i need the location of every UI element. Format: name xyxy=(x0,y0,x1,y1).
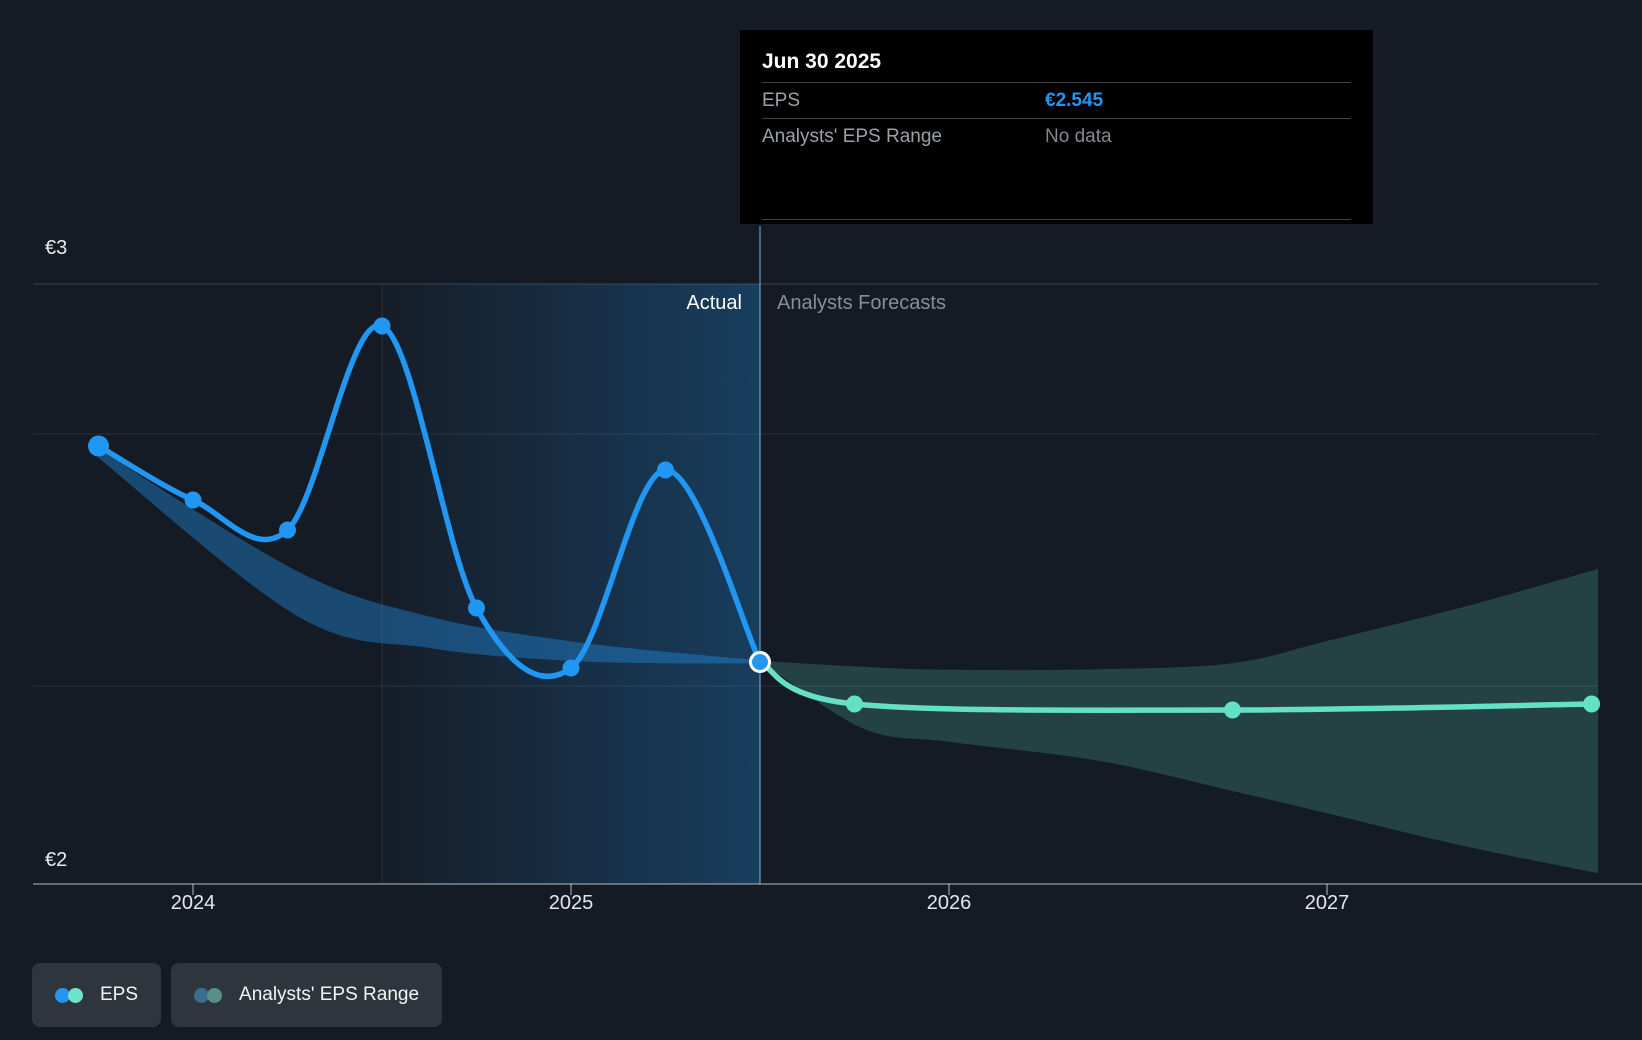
y-axis-label-top: €3 xyxy=(45,237,68,259)
forecast-phase-label: Analysts Forecasts xyxy=(777,292,946,314)
tooltip-date: Jun 30 2025 xyxy=(762,30,1351,83)
x-axis-labels: 2024 2025 2026 2027 xyxy=(0,892,1642,918)
legend-eps-label: EPS xyxy=(100,984,139,1005)
actual-data-point xyxy=(562,659,580,677)
legend-item-eps[interactable]: EPS xyxy=(32,963,162,1027)
chart-legend: EPS Analysts' EPS Range xyxy=(32,963,443,1027)
tooltip-eps-row: EPS €2.545 xyxy=(762,83,1351,119)
band-actual-trend-shadow xyxy=(98,449,760,664)
y-axis-label-bottom: €2 xyxy=(45,849,68,871)
band-analysts-eps-range xyxy=(760,569,1599,874)
actual-phase-label: Actual xyxy=(686,292,742,314)
actual-data-point xyxy=(184,491,202,509)
x-axis-tick-label: 2026 xyxy=(926,892,972,914)
forecast-data-point xyxy=(1583,695,1601,713)
ttm-highlight-band xyxy=(382,284,760,884)
tooltip-divider xyxy=(762,219,1351,220)
chart-tooltip: Jun 30 2025 EPS €2.545 Analysts' EPS Ran… xyxy=(740,30,1373,224)
actual-data-point xyxy=(468,599,485,617)
actual-data-point xyxy=(657,461,674,479)
tooltip-range-row: Analysts' EPS Range No data xyxy=(762,119,1351,154)
tooltip-range-value: No data xyxy=(1045,125,1112,147)
actual-data-point xyxy=(373,317,391,335)
legend-analysts-range-label: Analysts' EPS Range xyxy=(239,984,420,1005)
x-axis-tick-label: 2024 xyxy=(170,892,216,914)
line-forecast xyxy=(757,659,1595,713)
actual-data-point xyxy=(88,435,109,457)
x-axis-tick-label: 2025 xyxy=(548,892,594,914)
analysts-range-legend-icon xyxy=(194,987,223,1003)
tooltip-range-label: Analysts' EPS Range xyxy=(762,125,942,147)
forecast-data-point xyxy=(1224,701,1241,719)
current-point-marker xyxy=(749,651,771,673)
legend-item-analysts-range[interactable]: Analysts' EPS Range xyxy=(171,963,443,1027)
tooltip-eps-label: EPS xyxy=(762,89,801,111)
tooltip-eps-value: €2.545 xyxy=(1045,89,1104,111)
eps-legend-icon xyxy=(55,987,83,1003)
forecast-data-point xyxy=(846,695,863,713)
x-axis-tick-label: 2027 xyxy=(1304,892,1350,914)
actual-data-point xyxy=(279,521,296,539)
